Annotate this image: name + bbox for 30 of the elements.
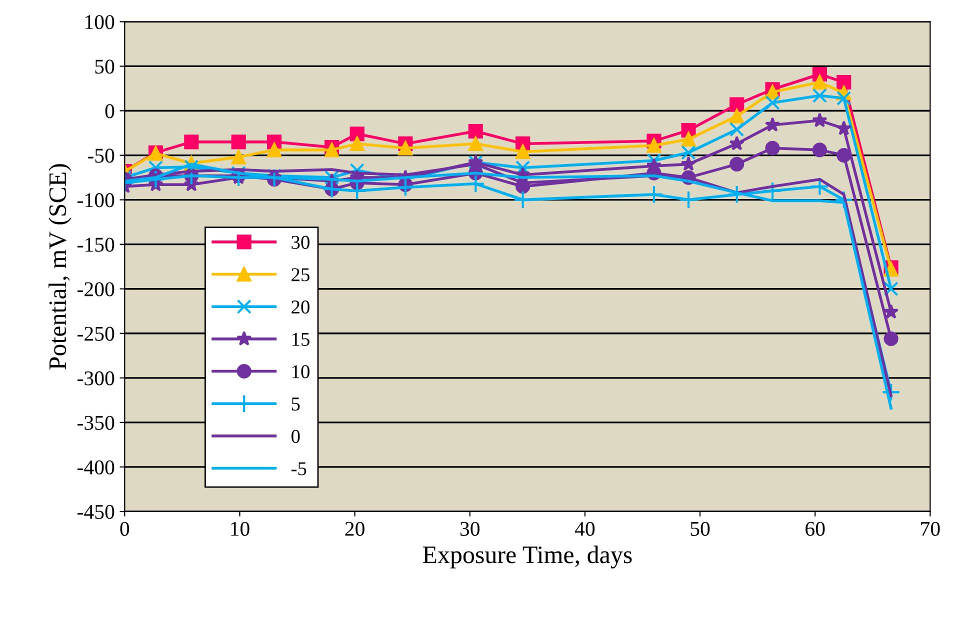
y-tick-label: 100: [86, 15, 114, 30]
x-tick-label: 10: [231, 522, 250, 536]
x-axis-title: Exposure Time, days: [422, 546, 632, 568]
y-axis-title: Potential, mV (SCE): [48, 164, 72, 370]
x-tick-label: 0: [120, 522, 130, 536]
y-tick-label: -50: [88, 148, 114, 163]
legend-label: 0: [292, 430, 300, 443]
legend-label: 15: [292, 332, 310, 346]
legend-label: 5: [292, 398, 300, 411]
x-tick-label: 20: [345, 522, 364, 536]
y-tick-label: -100: [78, 193, 114, 208]
y-tick-label: 0: [105, 104, 114, 118]
y-tick-label: -300: [78, 371, 114, 386]
legend-label: -5: [292, 462, 306, 476]
y-tick-label: -150: [78, 238, 114, 252]
x-tick-label: 30: [460, 522, 480, 536]
y-tick-label: -200: [78, 282, 114, 296]
y-tick-label: -250: [78, 326, 114, 341]
y-tick-label: -400: [78, 460, 114, 474]
x-tick-label: 60: [806, 522, 825, 536]
legend-label: 20: [292, 300, 310, 314]
y-tick-label: -450: [78, 504, 114, 519]
x-tick-label: 50: [690, 522, 710, 536]
legend-label: 10: [292, 365, 310, 378]
y-tick-label: -350: [78, 416, 114, 430]
x-tick-label: 70: [921, 522, 940, 536]
legend-label: 30: [292, 236, 310, 249]
y-tick-label: 50: [95, 60, 114, 74]
x-tick-label: 40: [574, 522, 595, 536]
legend-label: 25: [292, 268, 310, 282]
